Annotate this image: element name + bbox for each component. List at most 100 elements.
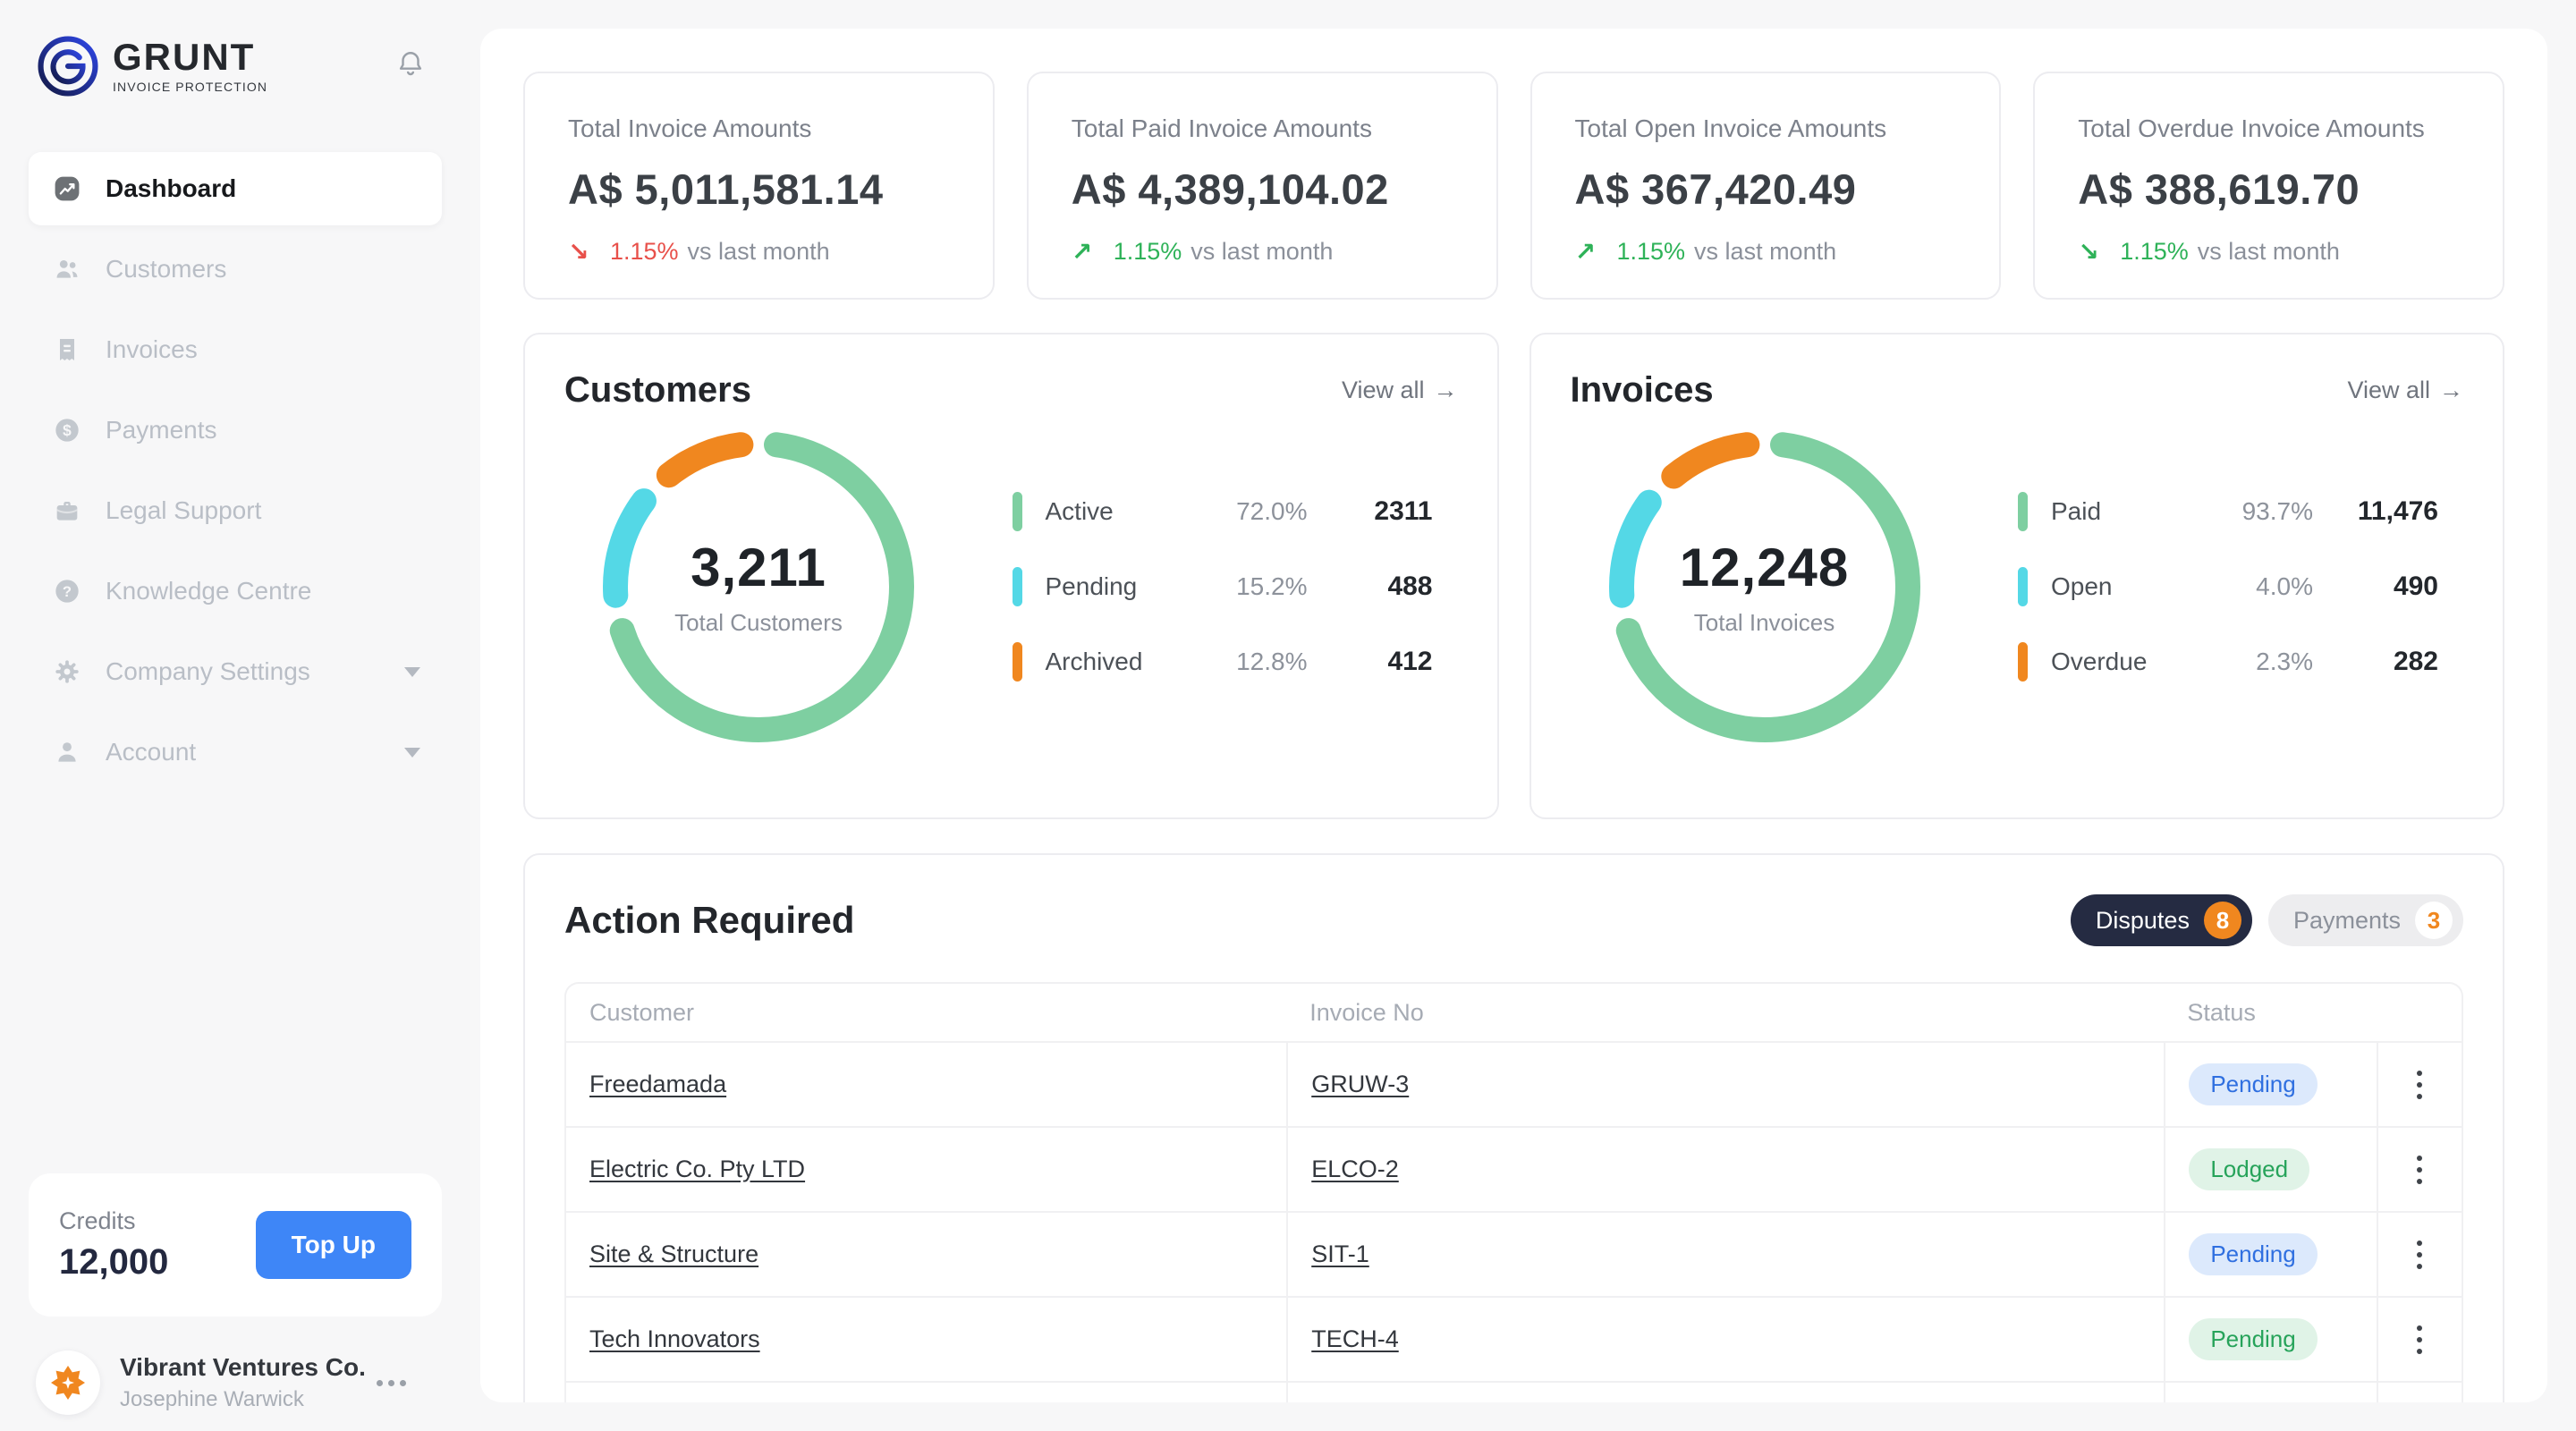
delta-suffix: vs last month: [2198, 238, 2340, 266]
trend-arrow-icon: ↗: [1575, 237, 1596, 267]
chevron-down-icon: [404, 748, 420, 758]
sidebar-item-dashboard[interactable]: Dashboard: [29, 152, 442, 225]
customers-total-label: Total Customers: [674, 609, 843, 637]
tab-payments[interactable]: Payments 3: [2268, 894, 2463, 946]
action-required-title: Action Required: [564, 899, 854, 942]
credits-card: Credits 12,000 Top Up: [29, 1173, 442, 1317]
main-content: Total Invoice Amounts A$ 5,011,581.14 ↘ …: [480, 29, 2547, 1402]
invoice-link[interactable]: TECH-4: [1311, 1325, 1399, 1353]
sidebar-item-knowledge-centre[interactable]: ? Knowledge Centre: [29, 551, 442, 631]
trend-arrow-icon: ↘: [568, 237, 589, 267]
trend-arrow-icon: ↗: [1072, 237, 1092, 267]
stat-value: A$ 4,389,104.02: [1072, 165, 1453, 214]
payments-icon: $: [52, 415, 82, 445]
legend-item-archived: Archived 12.8% 412: [1013, 642, 1433, 682]
col-header-customer: Customer: [566, 984, 1286, 1041]
sidebar-item-label: Company Settings: [106, 657, 310, 686]
notification-bell-icon[interactable]: [395, 49, 426, 84]
table-row: Electric Co. Pty LTD ELCO-2 Lodged: [566, 1126, 2462, 1211]
invoices-legend: Paid 93.7% 11,476 Open 4.0% 490 Overdue …: [2018, 492, 2438, 682]
briefcase-icon: [52, 495, 82, 526]
stat-title: Total Invoice Amounts: [568, 114, 950, 143]
customers-view-all-link[interactable]: View all →: [1342, 377, 1458, 404]
tab-disputes[interactable]: Disputes 8: [2071, 894, 2252, 946]
legend-item-active: Active 72.0% 2311: [1013, 492, 1433, 531]
col-header-invoice-no: Invoice No: [1286, 984, 2164, 1041]
customer-link[interactable]: Tech Innovators: [589, 1325, 760, 1353]
customers-panel-title: Customers: [564, 370, 751, 411]
sidebar-item-label: Legal Support: [106, 496, 261, 525]
delta-suffix: vs last month: [1191, 238, 1333, 266]
profile[interactable]: Vibrant Ventures Co. Josephine Warwick: [29, 1351, 442, 1415]
sidebar-item-payments[interactable]: $ Payments: [29, 390, 442, 470]
customers-legend: Active 72.0% 2311 Pending 15.2% 488 Arch…: [1013, 492, 1433, 682]
customer-link[interactable]: Freedamada: [589, 1071, 726, 1098]
stat-title: Total Open Invoice Amounts: [1575, 114, 1957, 143]
delta-suffix: vs last month: [1694, 238, 1836, 266]
customer-link[interactable]: Electric Co. Pty LTD: [589, 1156, 805, 1183]
svg-text:$: $: [63, 421, 72, 439]
row-kebab-menu-icon[interactable]: [2417, 1156, 2422, 1184]
customers-icon: [52, 254, 82, 284]
table-row: Site & Structure SIT-1 Pending: [566, 1211, 2462, 1296]
sidebar-item-invoices[interactable]: Invoices: [29, 309, 442, 390]
sidebar-item-legal-support[interactable]: Legal Support: [29, 470, 442, 551]
person-icon: [52, 737, 82, 767]
logo: GRUNT INVOICE PROTECTION: [29, 21, 442, 111]
stat-title: Total Paid Invoice Amounts: [1072, 114, 1453, 143]
invoices-donut-chart: 12,248 Total Invoices: [1597, 419, 1932, 754]
legend-item-paid: Paid 93.7% 11,476: [2018, 492, 2438, 531]
action-tabs: Disputes 8 Payments 3: [2071, 894, 2463, 946]
invoice-link[interactable]: GRUW-3: [1311, 1071, 1409, 1098]
profile-menu-icon[interactable]: [377, 1380, 406, 1386]
invoices-view-all-link[interactable]: View all →: [2347, 377, 2463, 404]
sidebar-item-label: Account: [106, 738, 196, 766]
disputes-count-badge: 8: [2204, 902, 2241, 939]
row-kebab-menu-icon[interactable]: [2417, 1325, 2422, 1354]
table-row-partial: [566, 1381, 2462, 1402]
profile-company: Vibrant Ventures Co.: [120, 1353, 366, 1382]
table-row: Freedamada GRUW-3 Pending: [566, 1041, 2462, 1126]
sidebar-item-company-settings[interactable]: Company Settings: [29, 631, 442, 712]
avatar: [36, 1351, 100, 1415]
delta-pct: 1.15%: [610, 238, 679, 266]
invoice-link[interactable]: SIT-1: [1311, 1240, 1369, 1268]
invoices-panel: Invoices View all → 12,248 Total Invoice…: [1530, 333, 2505, 819]
invoices-total: 12,248: [1680, 537, 1850, 598]
sidebar-item-customers[interactable]: Customers: [29, 229, 442, 309]
legend-item-overdue: Overdue 2.3% 282: [2018, 642, 2438, 682]
sidebar-item-label: Knowledge Centre: [106, 577, 311, 605]
chevron-down-icon: [404, 667, 420, 677]
arrow-right-icon: →: [1434, 377, 1458, 404]
sidebar-item-label: Customers: [106, 255, 226, 284]
sidebar-item-label: Dashboard: [106, 174, 236, 203]
trend-arrow-icon: ↘: [2078, 237, 2098, 267]
row-kebab-menu-icon[interactable]: [2417, 1240, 2422, 1269]
invoices-panel-title: Invoices: [1571, 370, 1714, 411]
sidebar-item-account[interactable]: Account: [29, 712, 442, 792]
row-kebab-menu-icon[interactable]: [2417, 1071, 2422, 1099]
delta-pct: 1.15%: [1114, 238, 1182, 266]
sidebar: GRUNT INVOICE PROTECTION Dashboard: [0, 0, 480, 1431]
status-badge: Pending: [2189, 1318, 2317, 1360]
dashboard-icon: [52, 174, 82, 204]
invoice-link[interactable]: ELCO-2: [1311, 1156, 1399, 1183]
stat-value: A$ 5,011,581.14: [568, 165, 950, 214]
gear-icon: [52, 656, 82, 687]
customer-link[interactable]: Site & Structure: [589, 1240, 758, 1268]
profile-user: Josephine Warwick: [120, 1387, 366, 1412]
invoices-total-label: Total Invoices: [1694, 609, 1835, 637]
invoices-icon: [52, 334, 82, 365]
svg-text:?: ?: [63, 583, 72, 600]
customers-donut-chart: 3,211 Total Customers: [591, 419, 926, 754]
top-up-button[interactable]: Top Up: [256, 1211, 411, 1279]
stat-title: Total Overdue Invoice Amounts: [2078, 114, 2460, 143]
stat-value: A$ 367,420.49: [1575, 165, 1957, 214]
stats-row: Total Invoice Amounts A$ 5,011,581.14 ↘ …: [523, 72, 2504, 300]
status-badge: Lodged: [2189, 1148, 2309, 1190]
sidebar-item-label: Payments: [106, 416, 217, 445]
status-badge: Pending: [2189, 1233, 2317, 1275]
table-row: Tech Innovators TECH-4 Pending: [566, 1296, 2462, 1381]
action-required-table: Customer Invoice No Status Freedamada GR…: [564, 982, 2463, 1402]
delta-suffix: vs last month: [688, 238, 830, 266]
